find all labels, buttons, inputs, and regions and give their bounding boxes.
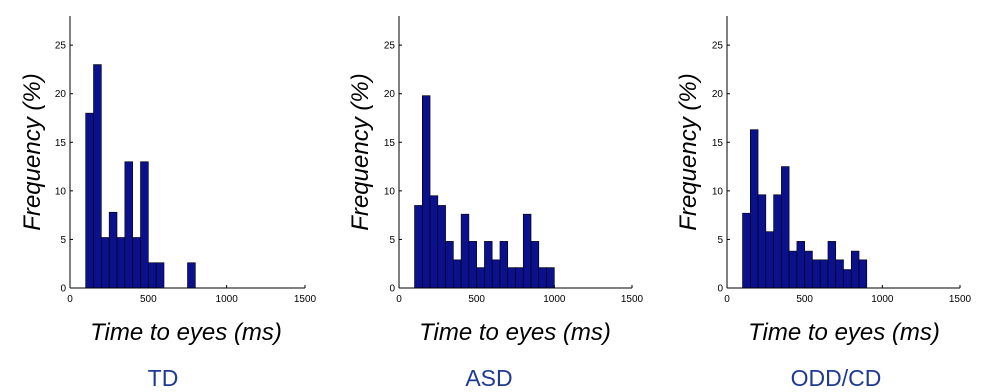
histogram-bar — [743, 213, 751, 288]
y-tick-label: 25 — [384, 41, 396, 52]
histogram-bar — [828, 241, 836, 288]
panel-0: 0 5 10 15 20 25 0 500 1000 1500 Frequency (%) Time … — [19, 16, 317, 391]
histogram-bar — [516, 268, 524, 288]
x-tick-label: 0 — [67, 294, 73, 305]
y-tick-label: 25 — [712, 41, 724, 52]
histogram-bar — [438, 205, 446, 288]
y-axis-label: Frequency (%) — [675, 73, 702, 230]
x-tick-label: 1000 — [543, 294, 566, 305]
y-tick-label: 15 — [384, 138, 396, 149]
y-axis-label: Frequency (%) — [19, 73, 46, 230]
histogram-bar — [117, 237, 125, 288]
x-tick-label: 500 — [468, 294, 485, 305]
histogram-bar — [188, 263, 196, 288]
histogram-bar — [477, 268, 485, 288]
histogram-bar — [492, 260, 500, 288]
histogram-bar — [415, 205, 423, 288]
y-tick-label: 10 — [55, 186, 67, 197]
histogram-bar — [148, 263, 156, 288]
histogram-bar — [156, 263, 164, 288]
histogram-bar — [461, 214, 469, 288]
histogram-bar — [812, 260, 820, 288]
histogram-bar — [94, 65, 102, 288]
histogram-bar — [125, 162, 133, 288]
x-axis-label: Time to eyes (ms) — [419, 319, 611, 346]
histogram-bar — [547, 268, 555, 288]
histogram-bar — [836, 260, 844, 288]
histogram-bar — [844, 270, 852, 288]
x-axis-label: Time to eyes (ms) — [90, 319, 282, 346]
group-title: TD — [148, 365, 179, 391]
group-title: ASD — [465, 365, 512, 391]
y-tick-label: 0 — [717, 284, 723, 295]
histogram-bar — [781, 167, 789, 288]
x-tick-label: 1500 — [949, 294, 972, 305]
x-tick-label: 1500 — [294, 294, 317, 305]
histogram-bar — [539, 268, 547, 288]
y-tick-label: 0 — [389, 284, 395, 295]
histogram-bar — [141, 162, 149, 288]
histogram-bar — [758, 195, 766, 288]
histogram-bar — [500, 241, 508, 288]
y-tick-label: 20 — [384, 89, 396, 100]
x-tick-label: 0 — [396, 294, 402, 305]
histogram-bar — [422, 96, 430, 288]
x-tick-label: 1000 — [871, 294, 894, 305]
y-tick-label: 20 — [712, 89, 724, 100]
x-axis-label: Time to eyes (ms) — [748, 319, 940, 346]
histogram-bar — [859, 260, 867, 288]
y-tick-label: 5 — [717, 235, 723, 246]
panel-2: 0 5 10 15 20 25 0 500 1000 1500 Frequency (%) Time … — [675, 16, 972, 391]
histogram-bar — [133, 237, 141, 288]
histogram-bar — [820, 260, 828, 288]
x-tick-label: 0 — [724, 294, 730, 305]
histogram-bar — [797, 241, 805, 288]
histogram-bar — [86, 113, 94, 288]
x-tick-label: 500 — [796, 294, 813, 305]
histogram-bar — [446, 241, 454, 288]
group-title: ODD/CD — [791, 365, 882, 391]
histogram-bar — [523, 214, 531, 288]
histogram-bar — [789, 251, 797, 288]
histogram-bar — [805, 251, 813, 288]
histogram-bar — [101, 237, 109, 288]
y-tick-label: 5 — [389, 235, 395, 246]
panel-1: 0 5 10 15 20 25 0 500 1000 1500 Frequency (%) Time … — [347, 16, 644, 391]
y-tick-label: 15 — [55, 138, 67, 149]
y-tick-label: 10 — [384, 186, 396, 197]
y-tick-label: 25 — [55, 41, 67, 52]
histogram-bar — [766, 232, 774, 288]
y-tick-label: 15 — [712, 138, 724, 149]
histogram-bar — [851, 251, 859, 288]
histogram-bar — [774, 195, 782, 288]
y-tick-label: 10 — [712, 186, 724, 197]
histogram-bar — [453, 260, 461, 288]
histogram-bar — [750, 130, 758, 288]
histogram-bar — [531, 241, 539, 288]
histogram-bar — [109, 212, 117, 288]
y-axis-label: Frequency (%) — [347, 73, 374, 230]
histogram-bar — [430, 196, 438, 288]
x-tick-label: 1000 — [216, 294, 239, 305]
y-tick-label: 5 — [60, 235, 66, 246]
y-tick-label: 20 — [55, 89, 67, 100]
y-tick-label: 0 — [60, 284, 66, 295]
histogram-bar — [508, 268, 516, 288]
histogram-bar — [469, 241, 477, 288]
x-tick-label: 500 — [140, 294, 157, 305]
x-tick-label: 1500 — [621, 294, 644, 305]
histogram-bar — [484, 241, 492, 288]
